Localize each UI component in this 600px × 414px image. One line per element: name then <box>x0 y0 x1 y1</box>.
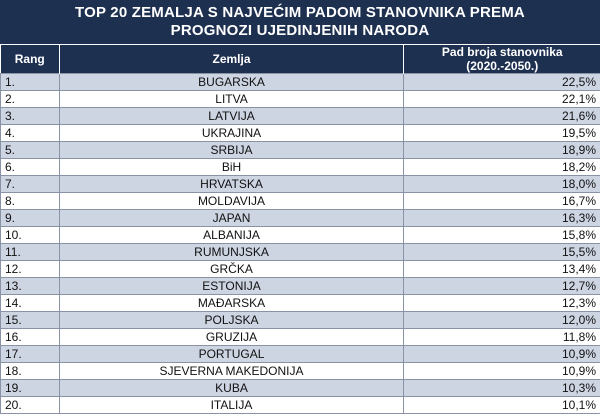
column-header-decline: Pad broja stanovnika (2020.-2050.) <box>404 45 600 74</box>
rank-cell: 3. <box>1 108 60 125</box>
country-cell: POLJSKA <box>60 312 404 329</box>
decline-cell: 12,0% <box>404 312 600 329</box>
country-cell: LATVIJA <box>60 108 404 125</box>
country-cell: MOLDAVIJA <box>60 193 404 210</box>
decline-cell: 18,9% <box>404 142 600 159</box>
decline-cell: 16,7% <box>404 193 600 210</box>
decline-cell: 13,4% <box>404 261 600 278</box>
decline-cell: 10,3% <box>404 380 600 397</box>
country-cell: ITALIJA <box>60 397 404 414</box>
rank-cell: 13. <box>1 278 60 295</box>
decline-cell: 15,5% <box>404 244 600 261</box>
rank-cell: 8. <box>1 193 60 210</box>
country-cell: ESTONIJA <box>60 278 404 295</box>
table-header-row: Rang Zemlja Pad broja stanovnika (2020.-… <box>1 45 600 74</box>
decline-cell: 10,9% <box>404 363 600 380</box>
decline-cell: 11,8% <box>404 329 600 346</box>
decline-cell: 19,5% <box>404 125 600 142</box>
country-cell: GRUZIJA <box>60 329 404 346</box>
country-cell: JAPAN <box>60 210 404 227</box>
country-cell: MAĐARSKA <box>60 295 404 312</box>
decline-cell: 16,3% <box>404 210 600 227</box>
country-cell: BUGARSKA <box>60 74 404 91</box>
rank-cell: 10. <box>1 227 60 244</box>
decline-cell: 18,0% <box>404 176 600 193</box>
decline-cell: 21,6% <box>404 108 600 125</box>
country-cell: ALBANIJA <box>60 227 404 244</box>
title-line-2: PROGNOZI UJEDINJENIH NARODA <box>171 22 430 40</box>
rank-cell: 14. <box>1 295 60 312</box>
decline-cell: 18,2% <box>404 159 600 176</box>
country-cell: UKRAJINA <box>60 125 404 142</box>
decline-cell: 12,7% <box>404 278 600 295</box>
country-cell: HRVATSKA <box>60 176 404 193</box>
decline-cell: 22,5% <box>404 74 600 91</box>
rank-cell: 2. <box>1 91 60 108</box>
rank-cell: 7. <box>1 176 60 193</box>
rank-cell: 19. <box>1 380 60 397</box>
rank-cell: 11. <box>1 244 60 261</box>
country-cell: PORTUGAL <box>60 346 404 363</box>
rank-cell: 1. <box>1 74 60 91</box>
decline-cell: 12,3% <box>404 295 600 312</box>
country-cell: SRBIJA <box>60 142 404 159</box>
rank-cell: 12. <box>1 261 60 278</box>
rank-cell: 9. <box>1 210 60 227</box>
rank-cell: 15. <box>1 312 60 329</box>
country-cell: RUMUNJSKA <box>60 244 404 261</box>
rank-cell: 17. <box>1 346 60 363</box>
decline-cell: 10,9% <box>404 346 600 363</box>
rank-cell: 4. <box>1 125 60 142</box>
country-cell: KUBA <box>60 380 404 397</box>
country-cell: BiH <box>60 159 404 176</box>
country-cell: SJEVERNA MAKEDONIJA <box>60 363 404 380</box>
country-cell: LITVA <box>60 91 404 108</box>
column-header-country: Zemlja <box>60 45 404 74</box>
page-title: TOP 20 ZEMALJA S NAJVEĆIM PADOM STANOVNI… <box>0 0 600 44</box>
rank-cell: 16. <box>1 329 60 346</box>
rank-cell: 20. <box>1 397 60 414</box>
decline-cell: 15,8% <box>404 227 600 244</box>
decline-cell: 22,1% <box>404 91 600 108</box>
rank-cell: 5. <box>1 142 60 159</box>
rank-cell: 18. <box>1 363 60 380</box>
rank-cell: 6. <box>1 159 60 176</box>
population-decline-table-graphic: TOP 20 ZEMALJA S NAJVEĆIM PADOM STANOVNI… <box>0 0 600 405</box>
column-header-rank: Rang <box>1 45 60 74</box>
ranking-table: Rang Zemlja Pad broja stanovnika (2020.-… <box>0 44 600 414</box>
decline-cell: 10,1% <box>404 397 600 414</box>
title-line-1: TOP 20 ZEMALJA S NAJVEĆIM PADOM STANOVNI… <box>75 4 525 22</box>
country-cell: GRČKA <box>60 261 404 278</box>
